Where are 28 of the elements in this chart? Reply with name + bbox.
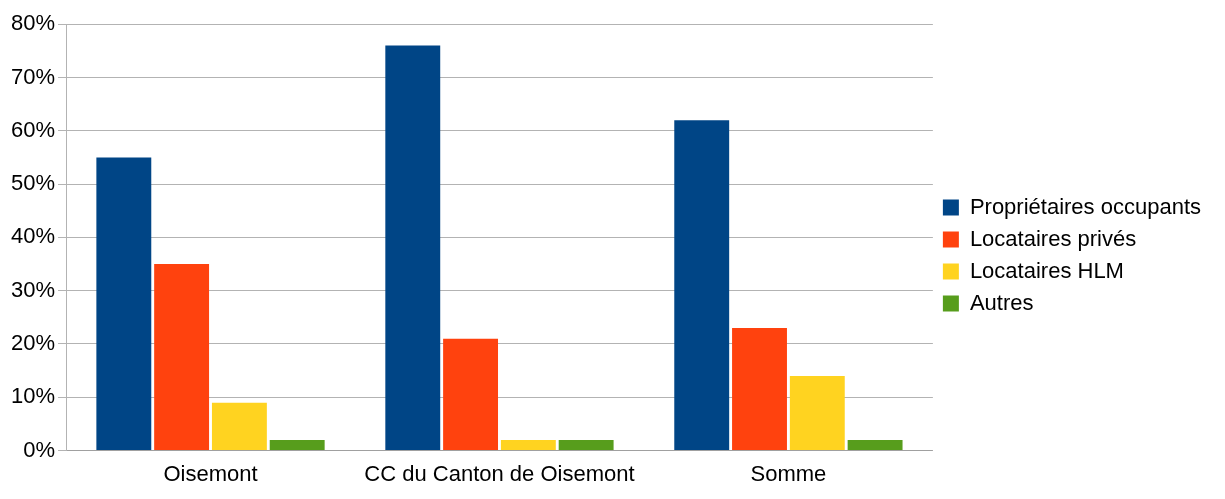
bar bbox=[211, 402, 267, 451]
x-tick-label: CC du Canton de Oisemont bbox=[364, 460, 635, 486]
bar bbox=[96, 157, 152, 451]
bar bbox=[558, 439, 614, 451]
legend-label: Propriétaires occupants bbox=[969, 193, 1202, 219]
x-tick-label: Oisemont bbox=[163, 460, 258, 486]
y-tick-label: 50% bbox=[10, 170, 56, 196]
y-tick-label: 0% bbox=[23, 436, 56, 462]
legend-label: Locataires privés bbox=[969, 225, 1137, 251]
y-tick-label: 40% bbox=[10, 223, 56, 249]
y-tick-label: 10% bbox=[10, 383, 56, 409]
y-tick-label: 80% bbox=[10, 10, 56, 36]
bar bbox=[385, 45, 441, 451]
bar bbox=[847, 439, 903, 451]
bar bbox=[269, 439, 325, 451]
bar bbox=[674, 120, 730, 451]
y-tick-label: 20% bbox=[10, 330, 56, 356]
bar bbox=[789, 375, 845, 451]
legend-label: Locataires HLM bbox=[969, 257, 1124, 283]
bar bbox=[500, 439, 556, 451]
bar bbox=[154, 264, 210, 451]
x-tick-label: Somme bbox=[750, 460, 827, 486]
y-tick-label: 30% bbox=[10, 276, 56, 302]
legend-label: Autres bbox=[969, 289, 1034, 315]
bar bbox=[732, 328, 787, 451]
bar bbox=[443, 338, 499, 451]
y-tick-label: 60% bbox=[10, 116, 56, 142]
y-tick-label: 70% bbox=[10, 63, 56, 89]
